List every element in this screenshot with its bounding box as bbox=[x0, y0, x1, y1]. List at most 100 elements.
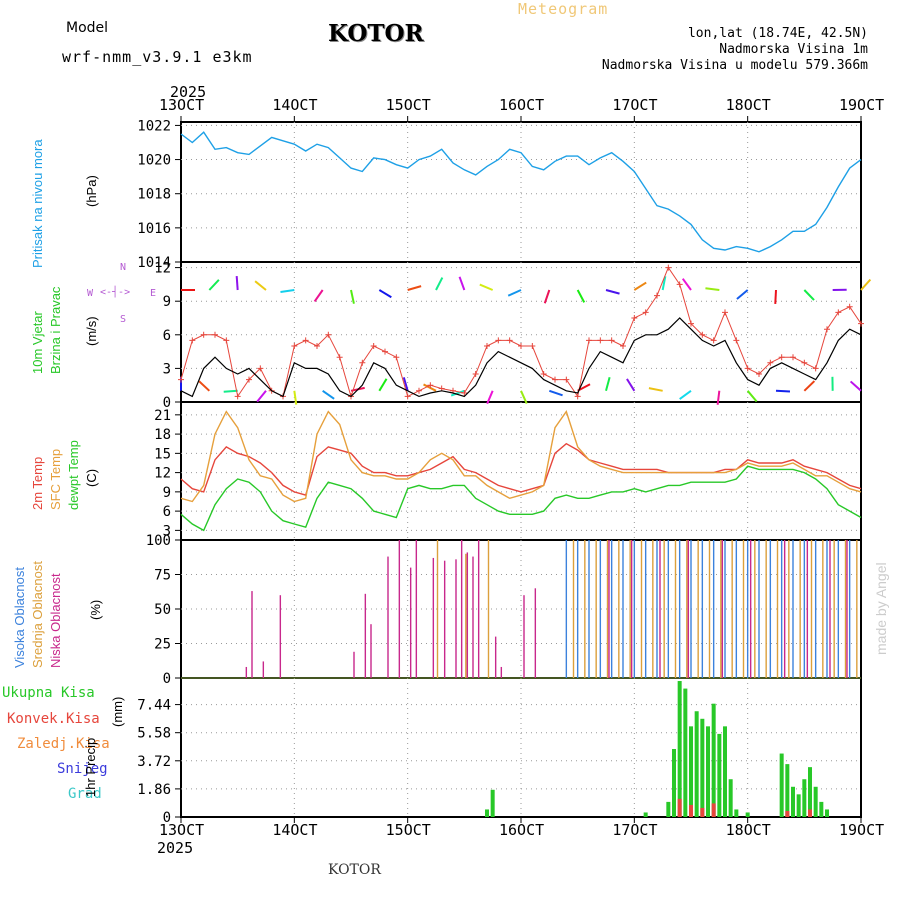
model-elevation-label: Nadmorska Visina u modelu 579.366m bbox=[601, 58, 868, 73]
ytick-label: 1016 bbox=[137, 221, 171, 237]
date-tick-label: 17OCT bbox=[612, 96, 658, 114]
ytick-label: 50 bbox=[154, 602, 171, 618]
precip-conv-bar bbox=[689, 804, 693, 817]
wind-vector bbox=[605, 289, 620, 295]
wind-vector bbox=[576, 289, 586, 303]
wind-vector bbox=[633, 281, 647, 291]
pressure-line bbox=[180, 131, 862, 253]
precip-total-bar bbox=[666, 801, 671, 817]
precip-total-bar bbox=[734, 809, 739, 817]
wind-gust-marker bbox=[518, 343, 524, 349]
ytick-label: 12 bbox=[154, 261, 171, 277]
wind-gust-marker bbox=[178, 376, 184, 383]
wind-gust-marker bbox=[472, 371, 479, 377]
wind-vector bbox=[350, 289, 355, 304]
compass-east: E bbox=[150, 288, 157, 299]
wind-vector bbox=[254, 280, 267, 291]
wind-vector bbox=[681, 278, 692, 291]
footer-station: KOTOR bbox=[328, 862, 381, 878]
precip-legend-item: Konvek.Kisa bbox=[7, 711, 100, 727]
t2m-line bbox=[180, 442, 862, 496]
wind-gust-marker bbox=[654, 292, 660, 299]
ytick-label: 6 bbox=[163, 504, 171, 520]
precip-total-bar bbox=[796, 794, 801, 817]
wind-gust-marker bbox=[506, 337, 513, 344]
compass-west: W bbox=[87, 288, 94, 299]
tick-labels: 1014101610181020102203691236912151821025… bbox=[137, 118, 171, 826]
ytick-label: 75 bbox=[154, 568, 171, 584]
precip-total-bar bbox=[791, 786, 795, 817]
precip-total-bar bbox=[672, 749, 676, 817]
ytick-label: 25 bbox=[154, 637, 171, 653]
ytick-label: 1022 bbox=[137, 118, 171, 134]
tsfc-line bbox=[180, 410, 862, 503]
ytick-label: 9 bbox=[163, 294, 171, 310]
wind-vector bbox=[705, 287, 720, 291]
precip-total-bar bbox=[785, 764, 790, 817]
credit-label: made by Angel bbox=[873, 562, 889, 655]
date-tick-label: 16OCT bbox=[499, 96, 545, 114]
model-name: wrf-nmm_v3.9.1 e3km bbox=[62, 48, 253, 66]
precip-total-bar bbox=[711, 703, 716, 817]
precip-total-bar bbox=[643, 812, 648, 817]
wind-gust-marker bbox=[336, 354, 343, 361]
wind-gust-marker bbox=[495, 337, 502, 344]
date-tick-label: 19OCT bbox=[839, 821, 885, 839]
wind-gust-marker bbox=[234, 393, 241, 400]
wind-gust-marker bbox=[382, 348, 388, 355]
precip-total-bar bbox=[683, 688, 688, 817]
precip-total-bar bbox=[802, 779, 807, 817]
ytick-label: 1020 bbox=[137, 153, 171, 169]
wind-gust-marker bbox=[756, 371, 762, 377]
compass-north: N bbox=[120, 262, 127, 273]
precip-total-bar bbox=[808, 767, 812, 817]
wind-vector bbox=[402, 377, 409, 392]
wind-gust-marker bbox=[699, 331, 706, 338]
wind-vector bbox=[775, 389, 791, 393]
wind-gust-marker bbox=[223, 337, 230, 344]
bottom-year-label: 2025 bbox=[157, 839, 194, 857]
ytick-label: 9 bbox=[163, 485, 171, 501]
wind-gust-marker bbox=[484, 343, 490, 349]
dewpt-line bbox=[180, 465, 862, 532]
date-tick-label: 14OCT bbox=[272, 96, 318, 114]
wind-gust-marker bbox=[642, 309, 649, 316]
wind-gust-marker bbox=[597, 337, 604, 344]
date-tick-label: 14OCT bbox=[272, 821, 318, 839]
wind-gust-marker bbox=[189, 337, 196, 344]
wind-gust-marker bbox=[846, 303, 853, 310]
ytick-label: 6 bbox=[163, 328, 171, 344]
date-tick-label: 13OCT bbox=[159, 821, 205, 839]
precip-total-bar bbox=[694, 711, 699, 817]
date-tick-label: 16OCT bbox=[499, 821, 545, 839]
wind-gust-marker bbox=[722, 309, 728, 316]
ytick-label: 1.86 bbox=[137, 782, 171, 798]
precip-total-bar bbox=[717, 733, 722, 817]
wind-gust-marker bbox=[540, 371, 547, 377]
wind-gust-marker bbox=[427, 382, 434, 389]
precip-total-bar bbox=[723, 726, 727, 817]
wind-vector bbox=[407, 285, 422, 291]
precip-conv-bar bbox=[808, 809, 812, 817]
precip-legend-item: Zaledj.Kisa bbox=[17, 736, 110, 752]
date-tick-label: 18OCT bbox=[725, 96, 771, 114]
date-tick-label: 17OCT bbox=[612, 821, 658, 839]
wind-vector bbox=[322, 389, 335, 400]
ytick-label: 1014 bbox=[137, 255, 171, 271]
wind-vector bbox=[661, 276, 667, 291]
ytick-label: 3 bbox=[163, 361, 171, 377]
wind-gust-marker bbox=[529, 343, 536, 349]
precip-conv-bar bbox=[677, 798, 682, 817]
wind-vector bbox=[280, 289, 295, 293]
wind-gust-marker bbox=[461, 390, 468, 397]
ytick-label: 1018 bbox=[137, 187, 171, 203]
precip-legend-item: Grad bbox=[68, 786, 102, 802]
wind-vector bbox=[378, 289, 392, 299]
top-year-label: 2025 bbox=[170, 83, 207, 101]
ytick-label: 18 bbox=[154, 427, 171, 443]
precip-total-bar bbox=[689, 726, 693, 817]
wind-vector bbox=[520, 390, 528, 404]
ytick-label: 0 bbox=[163, 810, 171, 826]
wind-vector bbox=[648, 387, 663, 392]
